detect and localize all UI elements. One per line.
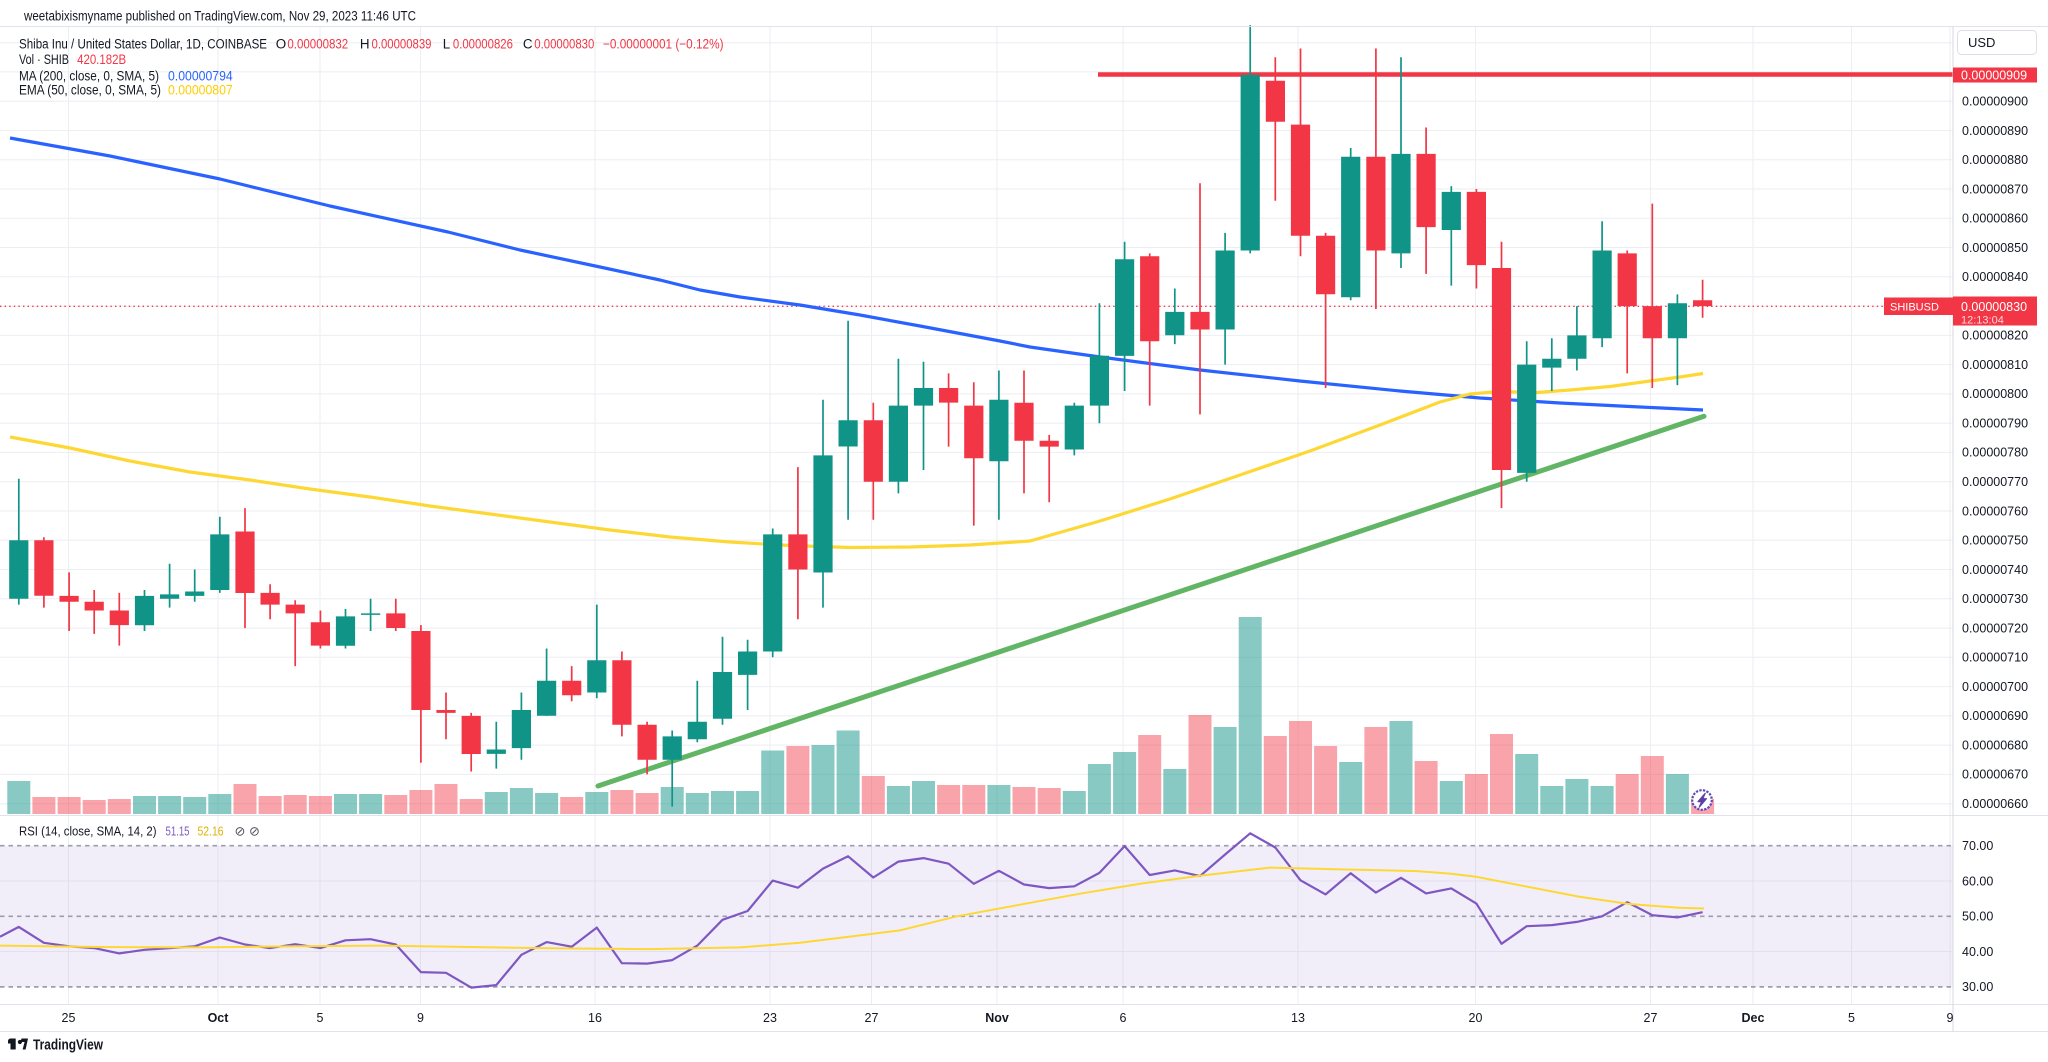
- svg-text:27: 27: [865, 1011, 879, 1025]
- svg-text:420.182B: 420.182B: [77, 52, 126, 67]
- svg-text:−0.00000001 (−0.12%): −0.00000001 (−0.12%): [603, 36, 724, 51]
- svg-text:EMA (50, close, 0, SMA, 5): EMA (50, close, 0, SMA, 5): [19, 83, 161, 98]
- svg-text:52.16: 52.16: [198, 823, 224, 838]
- svg-text:C: C: [523, 36, 533, 51]
- svg-text:0.00000860: 0.00000860: [1962, 212, 2028, 226]
- svg-text:0.00000909: 0.00000909: [1961, 68, 2027, 82]
- svg-text:0.00000730: 0.00000730: [1962, 592, 2028, 606]
- svg-text:⊘: ⊘: [249, 823, 260, 838]
- svg-text:0.00000670: 0.00000670: [1962, 768, 2028, 782]
- svg-text:⊘: ⊘: [235, 823, 246, 838]
- svg-text:SHIBUSD: SHIBUSD: [1890, 301, 1939, 313]
- svg-text:weetabixismyname published on: weetabixismyname published on TradingVie…: [23, 9, 416, 24]
- svg-text:51.15: 51.15: [166, 823, 190, 838]
- svg-text:0.00000700: 0.00000700: [1962, 680, 2028, 694]
- svg-text:H: H: [360, 36, 370, 51]
- svg-text:0.00000760: 0.00000760: [1962, 504, 2028, 518]
- svg-text:0.00000680: 0.00000680: [1962, 738, 2028, 752]
- svg-text:0.00000794: 0.00000794: [168, 69, 233, 84]
- svg-text:0.00000820: 0.00000820: [1962, 329, 2028, 343]
- svg-text:0.00000832: 0.00000832: [287, 36, 348, 51]
- svg-text:Oct: Oct: [208, 1011, 230, 1025]
- svg-text:5: 5: [317, 1011, 324, 1025]
- svg-text:5: 5: [1848, 1011, 1855, 1025]
- svg-text:RSI (14, close, SMA, 14, 2): RSI (14, close, SMA, 14, 2): [19, 823, 157, 838]
- svg-text:20: 20: [1469, 1011, 1483, 1025]
- svg-text:0.00000826: 0.00000826: [453, 36, 513, 51]
- svg-text:23: 23: [763, 1011, 777, 1025]
- svg-text:0.00000780: 0.00000780: [1962, 446, 2028, 460]
- svg-text:0.00000740: 0.00000740: [1962, 563, 2028, 577]
- svg-text:50.00: 50.00: [1962, 910, 1993, 924]
- svg-text:0.00000807: 0.00000807: [168, 83, 233, 98]
- svg-text:0.00000770: 0.00000770: [1962, 475, 2028, 489]
- svg-text:Nov: Nov: [985, 1011, 1009, 1025]
- svg-text:MA (200, close, 0, SMA, 5): MA (200, close, 0, SMA, 5): [19, 69, 159, 84]
- svg-text:70.00: 70.00: [1962, 839, 1993, 853]
- svg-text:6: 6: [1120, 1011, 1127, 1025]
- svg-text:0.00000750: 0.00000750: [1962, 534, 2028, 548]
- svg-text:TradingView: TradingView: [33, 1038, 104, 1054]
- svg-text:0.00000850: 0.00000850: [1962, 241, 2028, 255]
- svg-text:Dec: Dec: [1742, 1011, 1765, 1025]
- svg-text:60.00: 60.00: [1962, 874, 1993, 888]
- svg-text:O: O: [276, 36, 286, 51]
- svg-text:9: 9: [1947, 1011, 1954, 1025]
- svg-text:0.00000660: 0.00000660: [1962, 797, 2028, 811]
- svg-text:30.00: 30.00: [1962, 980, 1993, 994]
- svg-text:0.00000900: 0.00000900: [1962, 95, 2028, 109]
- svg-text:0.00000880: 0.00000880: [1962, 153, 2028, 167]
- svg-text:Shiba Inu / United States Doll: Shiba Inu / United States Dollar, 1D, CO…: [19, 36, 267, 51]
- svg-text:0.00000790: 0.00000790: [1962, 417, 2028, 431]
- svg-text:Vol · SHIB: Vol · SHIB: [19, 52, 69, 67]
- svg-text:13: 13: [1291, 1011, 1305, 1025]
- svg-text:16: 16: [588, 1011, 602, 1025]
- svg-text:25: 25: [62, 1011, 76, 1025]
- svg-text:0.00000800: 0.00000800: [1962, 387, 2028, 401]
- svg-text:0.00000839: 0.00000839: [372, 36, 432, 51]
- svg-text:0.00000870: 0.00000870: [1962, 182, 2028, 196]
- svg-text:0.00000830: 0.00000830: [534, 36, 594, 51]
- svg-text:12:13:04: 12:13:04: [1961, 315, 2004, 327]
- svg-text:0.00000810: 0.00000810: [1962, 358, 2028, 372]
- svg-text:0.00000710: 0.00000710: [1962, 651, 2028, 665]
- svg-text:0.00000890: 0.00000890: [1962, 124, 2028, 138]
- svg-text:L: L: [443, 36, 450, 51]
- svg-text:0.00000840: 0.00000840: [1962, 270, 2028, 284]
- svg-text:0.00000720: 0.00000720: [1962, 621, 2028, 635]
- svg-text:0.00000830: 0.00000830: [1961, 300, 2027, 314]
- svg-text:40.00: 40.00: [1962, 945, 1993, 959]
- svg-text:9: 9: [417, 1011, 424, 1025]
- svg-text:USD: USD: [1968, 35, 1995, 50]
- svg-text:0.00000690: 0.00000690: [1962, 709, 2028, 723]
- svg-text:27: 27: [1644, 1011, 1658, 1025]
